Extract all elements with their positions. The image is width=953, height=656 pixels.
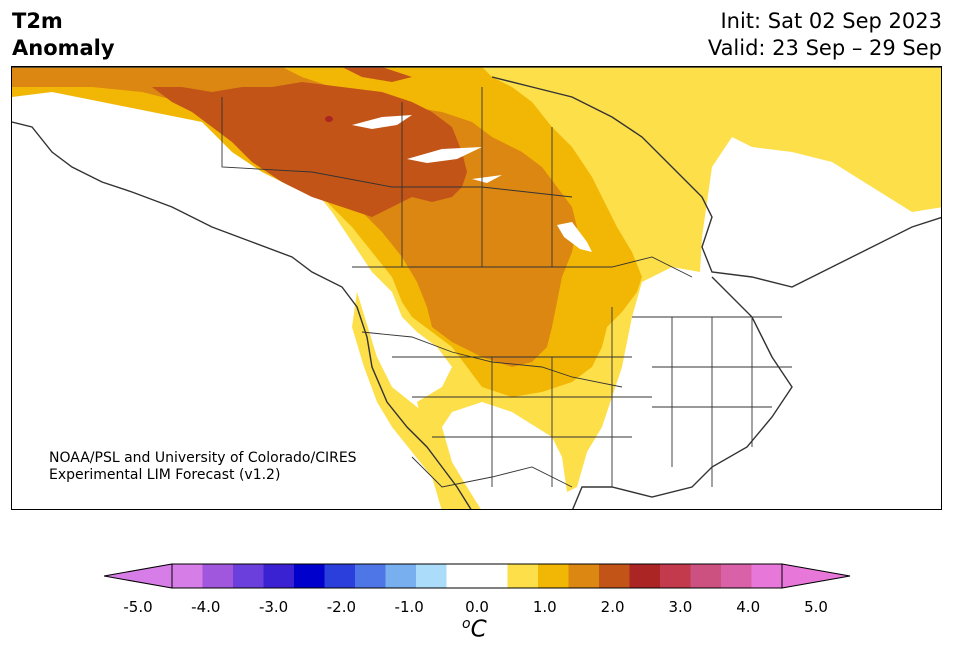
colorbar-cell (416, 564, 447, 588)
great-bear-lake (407, 147, 482, 163)
colorbar-tick-label: 1.0 (532, 598, 557, 616)
anomaly-zone-0p5-west (352, 292, 481, 509)
colorbar-cell (324, 564, 356, 588)
data-credit: NOAA/PSL and University of Colorado/CIRE… (49, 450, 357, 484)
units-letter: C (470, 616, 487, 643)
colorbar-outline (171, 563, 783, 589)
colorbar-tick-label: 2.0 (600, 598, 625, 616)
colorbar-cell (355, 564, 386, 588)
map-title: T2m Anomaly (12, 8, 115, 62)
anomaly-map (11, 66, 942, 510)
title-line-2: Anomaly (12, 36, 115, 60)
anomaly-map-canvas (12, 67, 941, 509)
colorbar (104, 563, 851, 589)
colorbar-tick-label: -4.0 (191, 598, 221, 616)
colorbar-cell (507, 564, 539, 588)
colorbar-cell (477, 564, 508, 588)
init-date: Init: Sat 02 Sep 2023 (720, 9, 942, 33)
colorbar-cell (294, 564, 325, 588)
colorbar-tick-label: 3.0 (668, 598, 693, 616)
colorbar-tick-label: -5.0 (123, 598, 153, 616)
colorbar-cell (538, 564, 569, 588)
anomaly-zone-2p0-arctic (342, 67, 412, 82)
units-degree: o (462, 616, 471, 632)
colorbar-tick-label: 5.0 (804, 598, 828, 616)
colorbar-tick-label: 4.0 (736, 598, 761, 616)
colorbar-units: oC (462, 616, 487, 643)
colorbar-cell (629, 564, 661, 588)
colorbar-cells (172, 564, 783, 588)
colorbar-tick-label: -3.0 (258, 598, 289, 616)
colorbar-tick-label: -1.0 (394, 598, 424, 616)
colorbar-cell (202, 564, 234, 588)
anomaly-zone-2p0 (152, 82, 467, 217)
credit-line-2: Experimental LIM Forecast (v1.2) (49, 467, 281, 483)
colorbar-cell (751, 564, 783, 588)
colorbar-cell (263, 564, 295, 588)
valid-range: Valid: 23 Sep – 29 Sep (707, 36, 942, 60)
great-slave-lake (352, 115, 412, 129)
colorbar-cell (568, 564, 600, 588)
colorbar-tick-label: -2.0 (326, 598, 357, 616)
forecast-period: Init: Sat 02 Sep 2023 Valid: 23 Sep – 29… (708, 8, 942, 62)
coastlines (12, 67, 941, 509)
lake-winnipeg (557, 222, 592, 252)
colorbar-cell (721, 564, 752, 588)
colorbar-under-arrow (104, 563, 173, 589)
borders (221, 87, 792, 488)
anomaly-zone-2p5 (325, 116, 333, 122)
credit-line-1: NOAA/PSL and University of Colorado/CIRE… (49, 450, 357, 466)
colorbar-cell (599, 564, 630, 588)
colorbar-cell (660, 564, 691, 588)
colorbar-tick-label: 0.0 (465, 598, 489, 616)
lake-athabasca (472, 175, 502, 183)
colorbar-cell (172, 564, 203, 588)
colorbar-cell (690, 564, 722, 588)
colorbar-cell (233, 564, 264, 588)
colorbar-cell (385, 564, 417, 588)
title-line-1: T2m (12, 9, 63, 33)
colorbar-over-arrow (781, 563, 851, 589)
colorbar-cell (446, 564, 478, 588)
